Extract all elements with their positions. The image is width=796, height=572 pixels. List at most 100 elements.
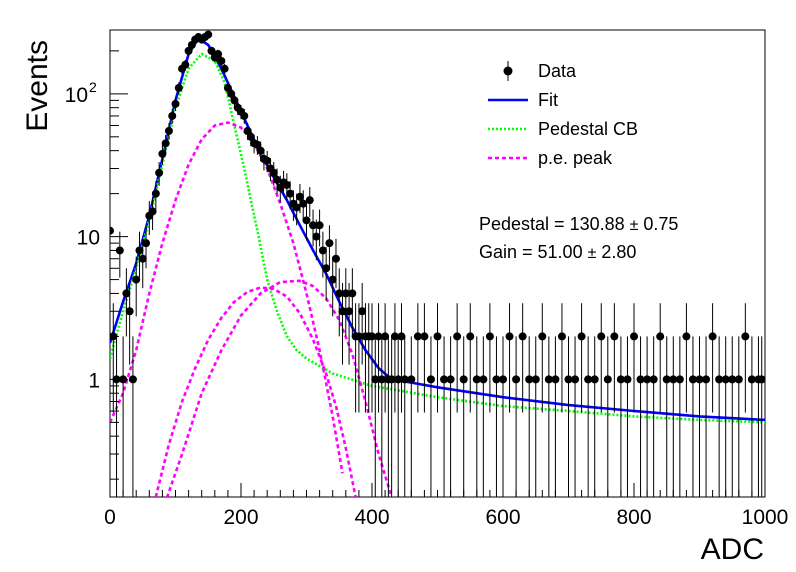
data-point-marker (331, 254, 340, 263)
data-point-marker (371, 375, 380, 384)
data-point-marker (485, 332, 494, 341)
data-point (557, 303, 566, 413)
data-point-marker (426, 375, 435, 384)
data-point (338, 282, 347, 365)
data-point (479, 336, 488, 497)
data-point-marker (286, 189, 295, 198)
data-point (564, 336, 573, 497)
data-point (544, 336, 553, 497)
data-point-marker (728, 375, 737, 384)
data-point (322, 247, 331, 301)
data-point-marker (174, 83, 183, 92)
data-point-marker (662, 375, 671, 384)
legend-data-marker-icon (503, 66, 513, 76)
data-point (135, 231, 144, 278)
data-point-marker (325, 239, 334, 248)
data-point (472, 336, 481, 497)
data-point (757, 336, 765, 497)
data-point (485, 303, 494, 413)
legend-item: Fit (488, 90, 558, 110)
data-point (538, 303, 547, 413)
data-point-marker (564, 375, 573, 384)
data-point (305, 187, 314, 217)
data-point-marker (328, 275, 337, 284)
data-point (525, 336, 534, 497)
data-point (164, 123, 173, 140)
data-point-marker (168, 111, 177, 120)
data-point-marker (115, 246, 124, 255)
data-point (220, 63, 229, 74)
data-point-marker (381, 332, 390, 341)
y-tick-label: 10 (77, 227, 100, 250)
data-point-marker (721, 375, 730, 384)
data-point (584, 336, 593, 497)
data-point-marker (164, 126, 173, 135)
data-point-marker (649, 375, 658, 384)
data-point-marker (446, 375, 455, 384)
data-point (325, 225, 334, 269)
data-point-marker (590, 375, 599, 384)
data-point-marker (358, 307, 367, 316)
data-point-marker (734, 375, 743, 384)
data-point (374, 303, 383, 413)
data-point-marker (479, 375, 488, 384)
data-point (315, 209, 324, 247)
data-point (151, 181, 160, 210)
data-point (158, 144, 167, 165)
data-point (381, 303, 390, 413)
data-point-marker (695, 375, 704, 384)
data-point-marker (518, 332, 527, 341)
data-point-marker (217, 56, 226, 65)
data-point (207, 46, 216, 56)
data-point-marker (223, 83, 232, 92)
data-point (728, 336, 737, 497)
legend-item: Data (503, 61, 577, 81)
data-point-marker (374, 332, 383, 341)
data-point (295, 184, 304, 213)
data-point (309, 209, 318, 247)
data-point (721, 336, 730, 497)
data-point (397, 303, 406, 413)
data-point-marker (669, 375, 678, 384)
data-point (256, 141, 265, 162)
data-point (328, 256, 337, 317)
data-point-marker (253, 140, 262, 149)
data-point-marker (207, 46, 216, 55)
data-point-marker (505, 332, 514, 341)
data-point (682, 303, 691, 413)
data-point (348, 268, 357, 337)
data-point (708, 303, 717, 413)
data-point-marker (148, 207, 157, 216)
data-point-marker (715, 375, 724, 384)
data-point-marker (688, 375, 697, 384)
data-point (354, 303, 363, 413)
data-point (148, 197, 157, 230)
data-point (741, 303, 750, 413)
data-point-marker (702, 375, 711, 384)
data-point (440, 336, 449, 497)
y-tick-label: 1 (88, 369, 100, 392)
data-point (400, 336, 409, 497)
data-point-marker (636, 375, 645, 384)
data-point-marker (269, 168, 278, 177)
data-point (390, 303, 399, 413)
data-point-marker (459, 375, 468, 384)
data-point-marker (440, 375, 449, 384)
data-point-marker (643, 375, 652, 384)
data-point-marker (322, 264, 331, 273)
legend-label: p.e. peak (538, 148, 613, 168)
data-point (512, 336, 521, 497)
data-point (603, 336, 612, 497)
x-tick-label: 200 (223, 506, 258, 529)
data-point-marker (128, 375, 137, 384)
data-point-marker (538, 332, 547, 341)
legend-label: Data (538, 61, 577, 81)
data-point-marker (571, 375, 580, 384)
data-point (675, 336, 684, 497)
legend: Data Fit Pedestal CB p.e. peak (488, 61, 638, 168)
data-point-marker (368, 332, 376, 341)
data-point (695, 336, 704, 497)
data-point-marker (135, 246, 144, 255)
data-point (204, 30, 213, 39)
